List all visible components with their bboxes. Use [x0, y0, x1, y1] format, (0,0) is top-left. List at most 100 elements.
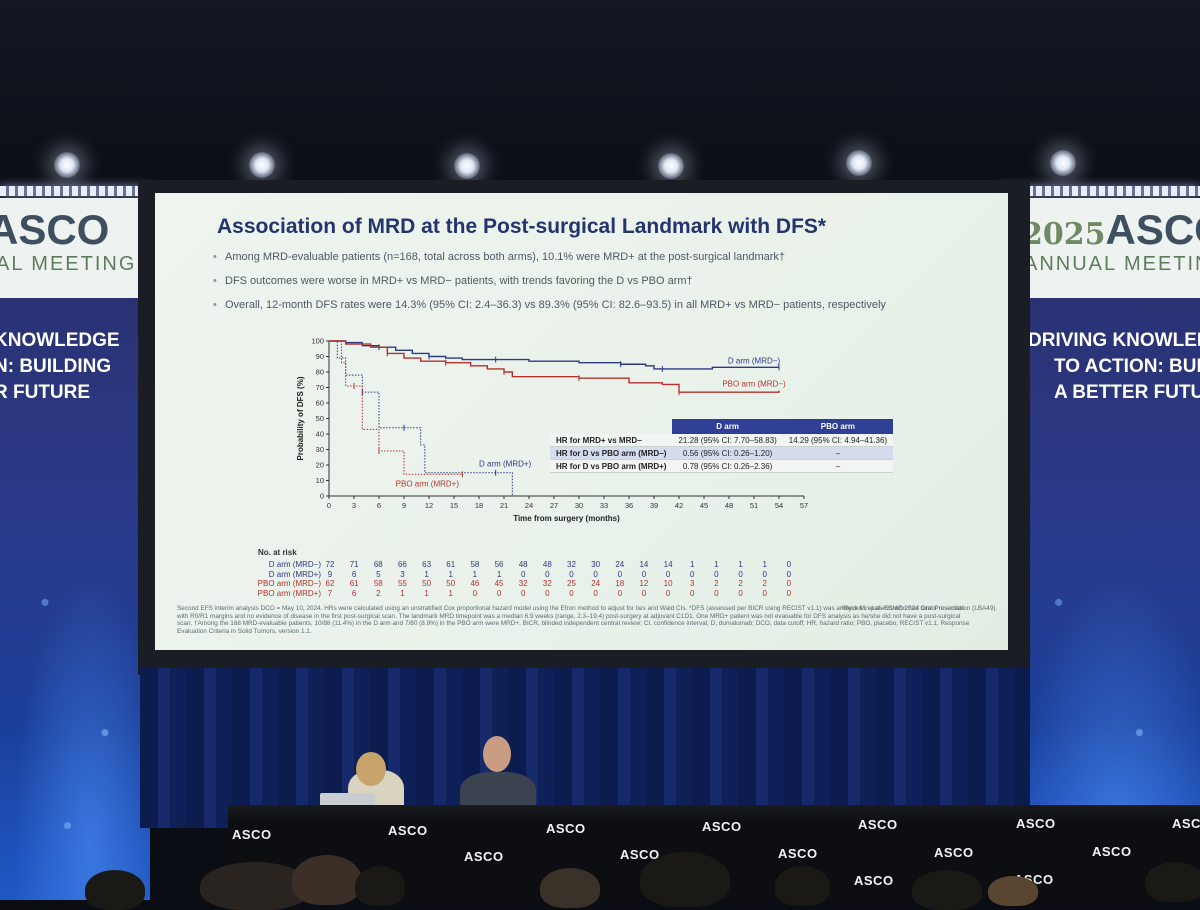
- y-tick-label: 30: [316, 445, 324, 454]
- audience-member: [85, 870, 145, 910]
- x-tick-label: 36: [625, 501, 633, 510]
- risk-row-label: D arm (MRD+): [268, 569, 321, 579]
- risk-value: 25: [567, 579, 576, 588]
- risk-value: 24: [615, 560, 625, 569]
- podium-logo: ASCO: [702, 819, 742, 834]
- y-tick-label: 20: [316, 461, 324, 470]
- risk-row-label: D arm (MRD−): [268, 560, 321, 569]
- risk-value: 0: [714, 588, 719, 598]
- risk-value: 1: [448, 588, 453, 598]
- y-tick-label: 90: [316, 352, 324, 361]
- podium-logo: ASCO: [1092, 844, 1132, 859]
- x-tick-label: 12: [425, 501, 433, 510]
- risk-value: 66: [397, 560, 407, 569]
- risk-value: 10: [663, 579, 673, 588]
- right-banner-header: 2025ASCO ANNUAL MEETING: [998, 198, 1200, 298]
- stage-light: [658, 153, 684, 179]
- risk-value: 0: [665, 569, 671, 579]
- risk-value: 0: [472, 588, 478, 598]
- risk-value: 1: [714, 560, 719, 569]
- risk-value: 9: [327, 569, 333, 579]
- risk-value: 0: [593, 588, 598, 598]
- bullet-item: DFS outcomes were worse in MRD+ vs MRD− …: [213, 275, 886, 299]
- slide-footnote: Second EFS interim analysis DCO = May 10…: [177, 605, 970, 635]
- risk-value: 0: [496, 588, 502, 598]
- risk-value: 0: [786, 579, 792, 588]
- risk-value: 0: [665, 588, 671, 598]
- x-tick-label: 48: [725, 501, 733, 510]
- risk-row-label: PBO arm (MRD+): [257, 588, 321, 598]
- risk-row-label: PBO arm (MRD−): [257, 579, 321, 588]
- left-banner-subtitle: AL MEETING: [0, 253, 137, 275]
- x-tick-label: 0: [327, 501, 331, 510]
- audience-member: [912, 870, 982, 910]
- risk-value: 62: [325, 579, 335, 588]
- risk-value: 2: [738, 579, 743, 588]
- podium-logo: ASCO: [854, 873, 894, 888]
- risk-table-title: No. at risk: [258, 548, 297, 557]
- risk-value: 30: [591, 560, 601, 569]
- risk-value: 1: [690, 560, 695, 569]
- risk-value: 45: [494, 579, 504, 588]
- x-tick-label: 9: [402, 501, 406, 510]
- risk-value: 0: [545, 588, 550, 598]
- audience-member: [540, 868, 600, 908]
- y-tick-label: 100: [311, 337, 324, 346]
- risk-value: 6: [351, 569, 357, 579]
- risk-value: 0: [520, 588, 526, 598]
- series-line: [329, 340, 513, 496]
- stage-light: [249, 152, 275, 178]
- risk-value: 14: [663, 560, 673, 569]
- audience-member: [988, 876, 1038, 906]
- audience-member: [355, 866, 405, 906]
- podium-logo: ASCO: [464, 849, 504, 864]
- risk-value: 68: [373, 560, 383, 569]
- risk-value: 50: [422, 579, 432, 588]
- y-tick-label: 50: [316, 414, 324, 423]
- series-label: D arm (MRD−): [728, 356, 781, 365]
- x-tick-label: 39: [650, 501, 658, 510]
- table-header: D arm: [672, 419, 783, 434]
- risk-value: 0: [786, 560, 792, 569]
- risk-value: 1: [496, 569, 502, 579]
- risk-row: PBO arm (MRD−) 62 61 58 55 50 50 46 45 32 32 25 24 18…: [233, 579, 833, 589]
- y-tick-label: 60: [316, 399, 324, 408]
- risk-value: 63: [422, 560, 432, 569]
- risk-value: 50: [446, 579, 456, 588]
- risk-value: 32: [567, 560, 576, 569]
- risk-value: 0: [690, 588, 695, 598]
- podium-logo: ASCO: [778, 846, 818, 861]
- risk-value: 0: [617, 569, 623, 579]
- podium-logo: ASCO: [934, 845, 974, 860]
- risk-value: 0: [786, 569, 792, 579]
- risk-value: 5: [376, 569, 381, 579]
- presenter-right-head: [483, 736, 511, 772]
- bullet-item: Overall, 12-month DFS rates were 14.3% (…: [213, 299, 886, 323]
- series-line: [329, 340, 780, 393]
- presentation-slide: Association of MRD at the Post-surgical …: [155, 193, 1008, 650]
- risk-value: 0: [690, 569, 695, 579]
- table-row: HR for MRD+ vs MRD− 21.28 (95% CI: 7.70–…: [550, 434, 894, 447]
- risk-value: 1: [762, 560, 767, 569]
- series-line: [329, 340, 779, 370]
- risk-value: 2: [762, 579, 767, 588]
- y-tick-label: 70: [316, 383, 324, 392]
- x-tick-label: 30: [575, 501, 583, 510]
- risk-row: D arm (MRD+) 9 6 5 3 1 1 1 1 0 0 0 0 0 0 0 0 0 0 0 0: [233, 570, 833, 580]
- podium-logo: ASCO: [1172, 816, 1200, 831]
- y-tick-label: 40: [316, 430, 324, 439]
- x-tick-label: 45: [700, 501, 708, 510]
- stage-light: [1050, 150, 1076, 176]
- podium-logo: ASCO: [858, 817, 898, 832]
- stage-light: [454, 153, 480, 179]
- presenter-left-head: [356, 752, 386, 786]
- risk-value: 0: [545, 569, 550, 579]
- risk-value: 58: [470, 560, 480, 569]
- series-label: D arm (MRD+): [479, 460, 532, 469]
- right-banner-slogan: DRIVING KNOWLEDGE TO ACTION: BUILDI A BE…: [1028, 330, 1200, 403]
- risk-value: 58: [373, 579, 383, 588]
- risk-value: 0: [520, 569, 526, 579]
- risk-value: 24: [591, 579, 601, 588]
- risk-value: 0: [593, 569, 598, 579]
- risk-row: D arm (MRD−) 72 71 68 66 63 61 58 56 48 48 32 30 24 14…: [233, 560, 833, 570]
